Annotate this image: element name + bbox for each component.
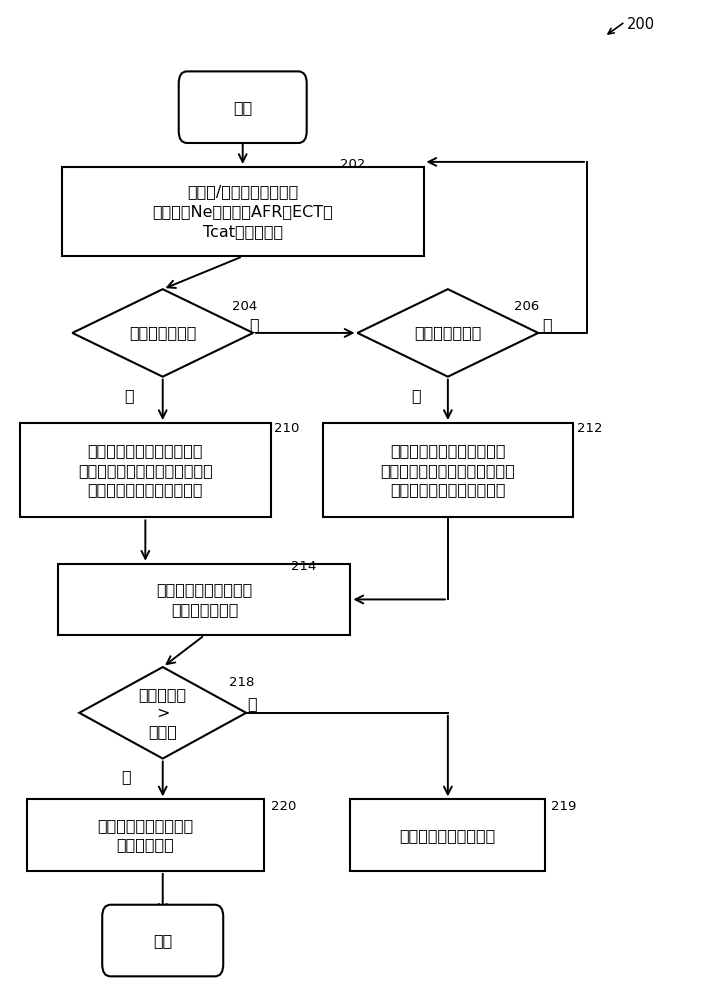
FancyBboxPatch shape: [102, 905, 223, 976]
Text: 否: 否: [543, 317, 552, 332]
Text: 202: 202: [340, 158, 365, 171]
Text: 214: 214: [292, 560, 317, 573]
Text: 是: 是: [121, 769, 130, 784]
Bar: [58, 564, 350, 635]
Text: 219: 219: [551, 800, 576, 813]
Text: 220: 220: [271, 800, 296, 813]
Bar: [20, 423, 271, 517]
Text: 以分流燃料喷射传送燃料。
将燃料喷射正时提前较小的量。
将火花正时延迟较大的量。: 以分流燃料喷射传送燃料。 将燃料喷射正时提前较小的量。 将火花正时延迟较大的量。: [78, 443, 212, 497]
Text: 起动: 起动: [233, 100, 252, 115]
Text: 否: 否: [250, 317, 259, 332]
Bar: [27, 799, 264, 871]
Text: 200: 200: [627, 17, 655, 32]
Text: 是: 是: [125, 388, 134, 403]
FancyBboxPatch shape: [179, 71, 306, 143]
Text: 发动机冷起动？: 发动机冷起动？: [129, 325, 196, 340]
Bar: [62, 167, 423, 256]
Bar: [350, 799, 545, 871]
Text: 结束: 结束: [153, 933, 172, 948]
Text: 是: 是: [411, 388, 421, 403]
Text: 估计和/或测量发动机工况
（例如，Ne、负荷、AFR、ECT、
Tcat、扭矩等）: 估计和/或测量发动机工况 （例如，Ne、负荷、AFR、ECT、 Tcat、扭矩等…: [152, 184, 333, 239]
Text: 随着发动机温度的增加
将喷射正时提前: 随着发动机温度的增加 将喷射正时提前: [156, 582, 252, 617]
Text: 218: 218: [229, 676, 254, 689]
Polygon shape: [79, 667, 246, 759]
Text: 否: 否: [247, 696, 257, 711]
Text: 发动机热起动？: 发动机热起动？: [414, 325, 482, 340]
Text: 转变为发动机怠速转速
控制喷射曲线: 转变为发动机怠速转速 控制喷射曲线: [97, 818, 193, 853]
Polygon shape: [72, 289, 253, 377]
Text: 维持正使用的喷射曲线: 维持正使用的喷射曲线: [400, 828, 496, 843]
Text: 以单次燃料喷射传送燃料。
将燃料喷射正时提前较大的量。
将火花正时延迟较小的量。: 以单次燃料喷射传送燃料。 将燃料喷射正时提前较大的量。 将火花正时延迟较小的量。: [381, 443, 515, 497]
Text: 210: 210: [274, 422, 299, 435]
Text: 212: 212: [576, 422, 602, 435]
Polygon shape: [358, 289, 538, 377]
Text: 发动机转速
>
阈值？: 发动机转速 > 阈值？: [139, 687, 186, 739]
Text: 204: 204: [232, 300, 257, 313]
Text: 206: 206: [514, 300, 539, 313]
Bar: [322, 423, 573, 517]
